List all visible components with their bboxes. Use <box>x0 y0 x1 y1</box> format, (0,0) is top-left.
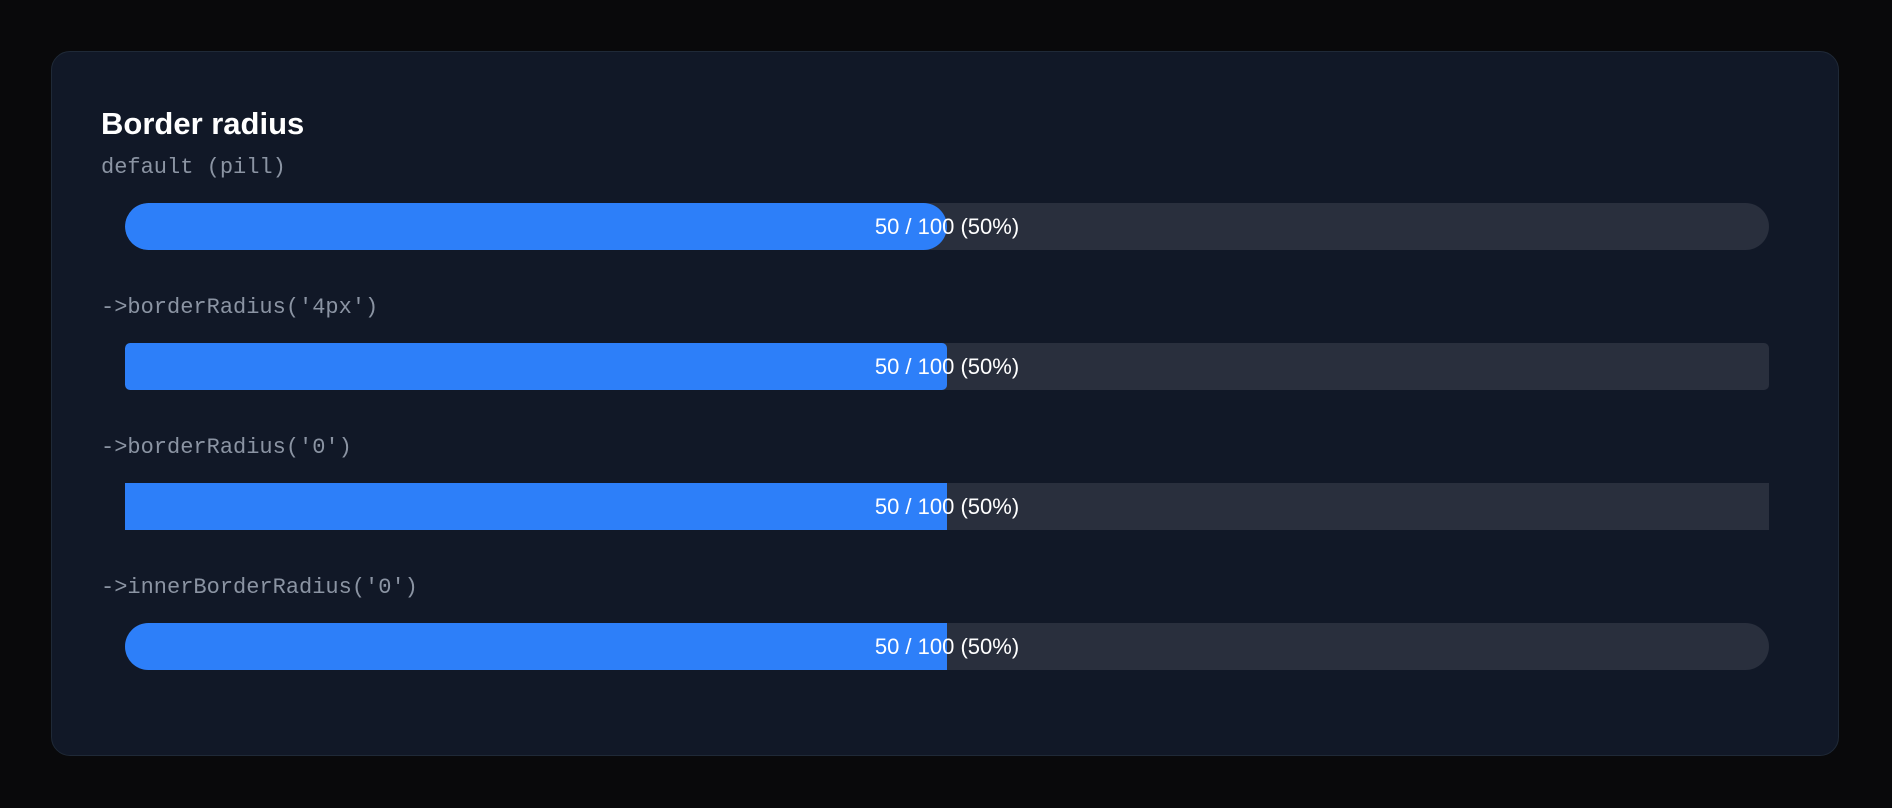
code-label: ->borderRadius('0') <box>101 435 352 460</box>
progress-fill <box>125 343 947 390</box>
progress-fill <box>125 623 947 670</box>
progress-text: 50 / 100 (50%) <box>874 213 1020 239</box>
progress-track: 50 / 100 (50%) <box>125 483 1769 530</box>
section-title: Border radius <box>101 106 305 141</box>
progress-row: ->innerBorderRadius('0') 50 / 100 (50%) <box>101 575 1791 715</box>
progress-fill <box>125 483 947 530</box>
progress-text: 50 / 100 (50%) <box>874 353 1020 379</box>
progress-track: 50 / 100 (50%) <box>125 343 1769 390</box>
progress-track: 50 / 100 (50%) <box>125 623 1769 670</box>
progress-text: 50 / 100 (50%) <box>874 633 1020 659</box>
code-label: default (pill) <box>101 155 286 180</box>
progress-row: ->borderRadius('4px') 50 / 100 (50%) <box>101 295 1791 435</box>
progress-fill <box>125 203 947 250</box>
card: Border radius default (pill) 50 / 100 (50… <box>51 51 1839 756</box>
code-label: ->borderRadius('4px') <box>101 295 379 320</box>
progress-row: ->borderRadius('0') 50 / 100 (50%) <box>101 435 1791 575</box>
progress-text: 50 / 100 (50%) <box>874 493 1020 519</box>
progress-track: 50 / 100 (50%) <box>125 203 1769 250</box>
code-label: ->innerBorderRadius('0') <box>101 575 418 600</box>
progress-row: default (pill) 50 / 100 (50%) <box>101 155 1791 295</box>
